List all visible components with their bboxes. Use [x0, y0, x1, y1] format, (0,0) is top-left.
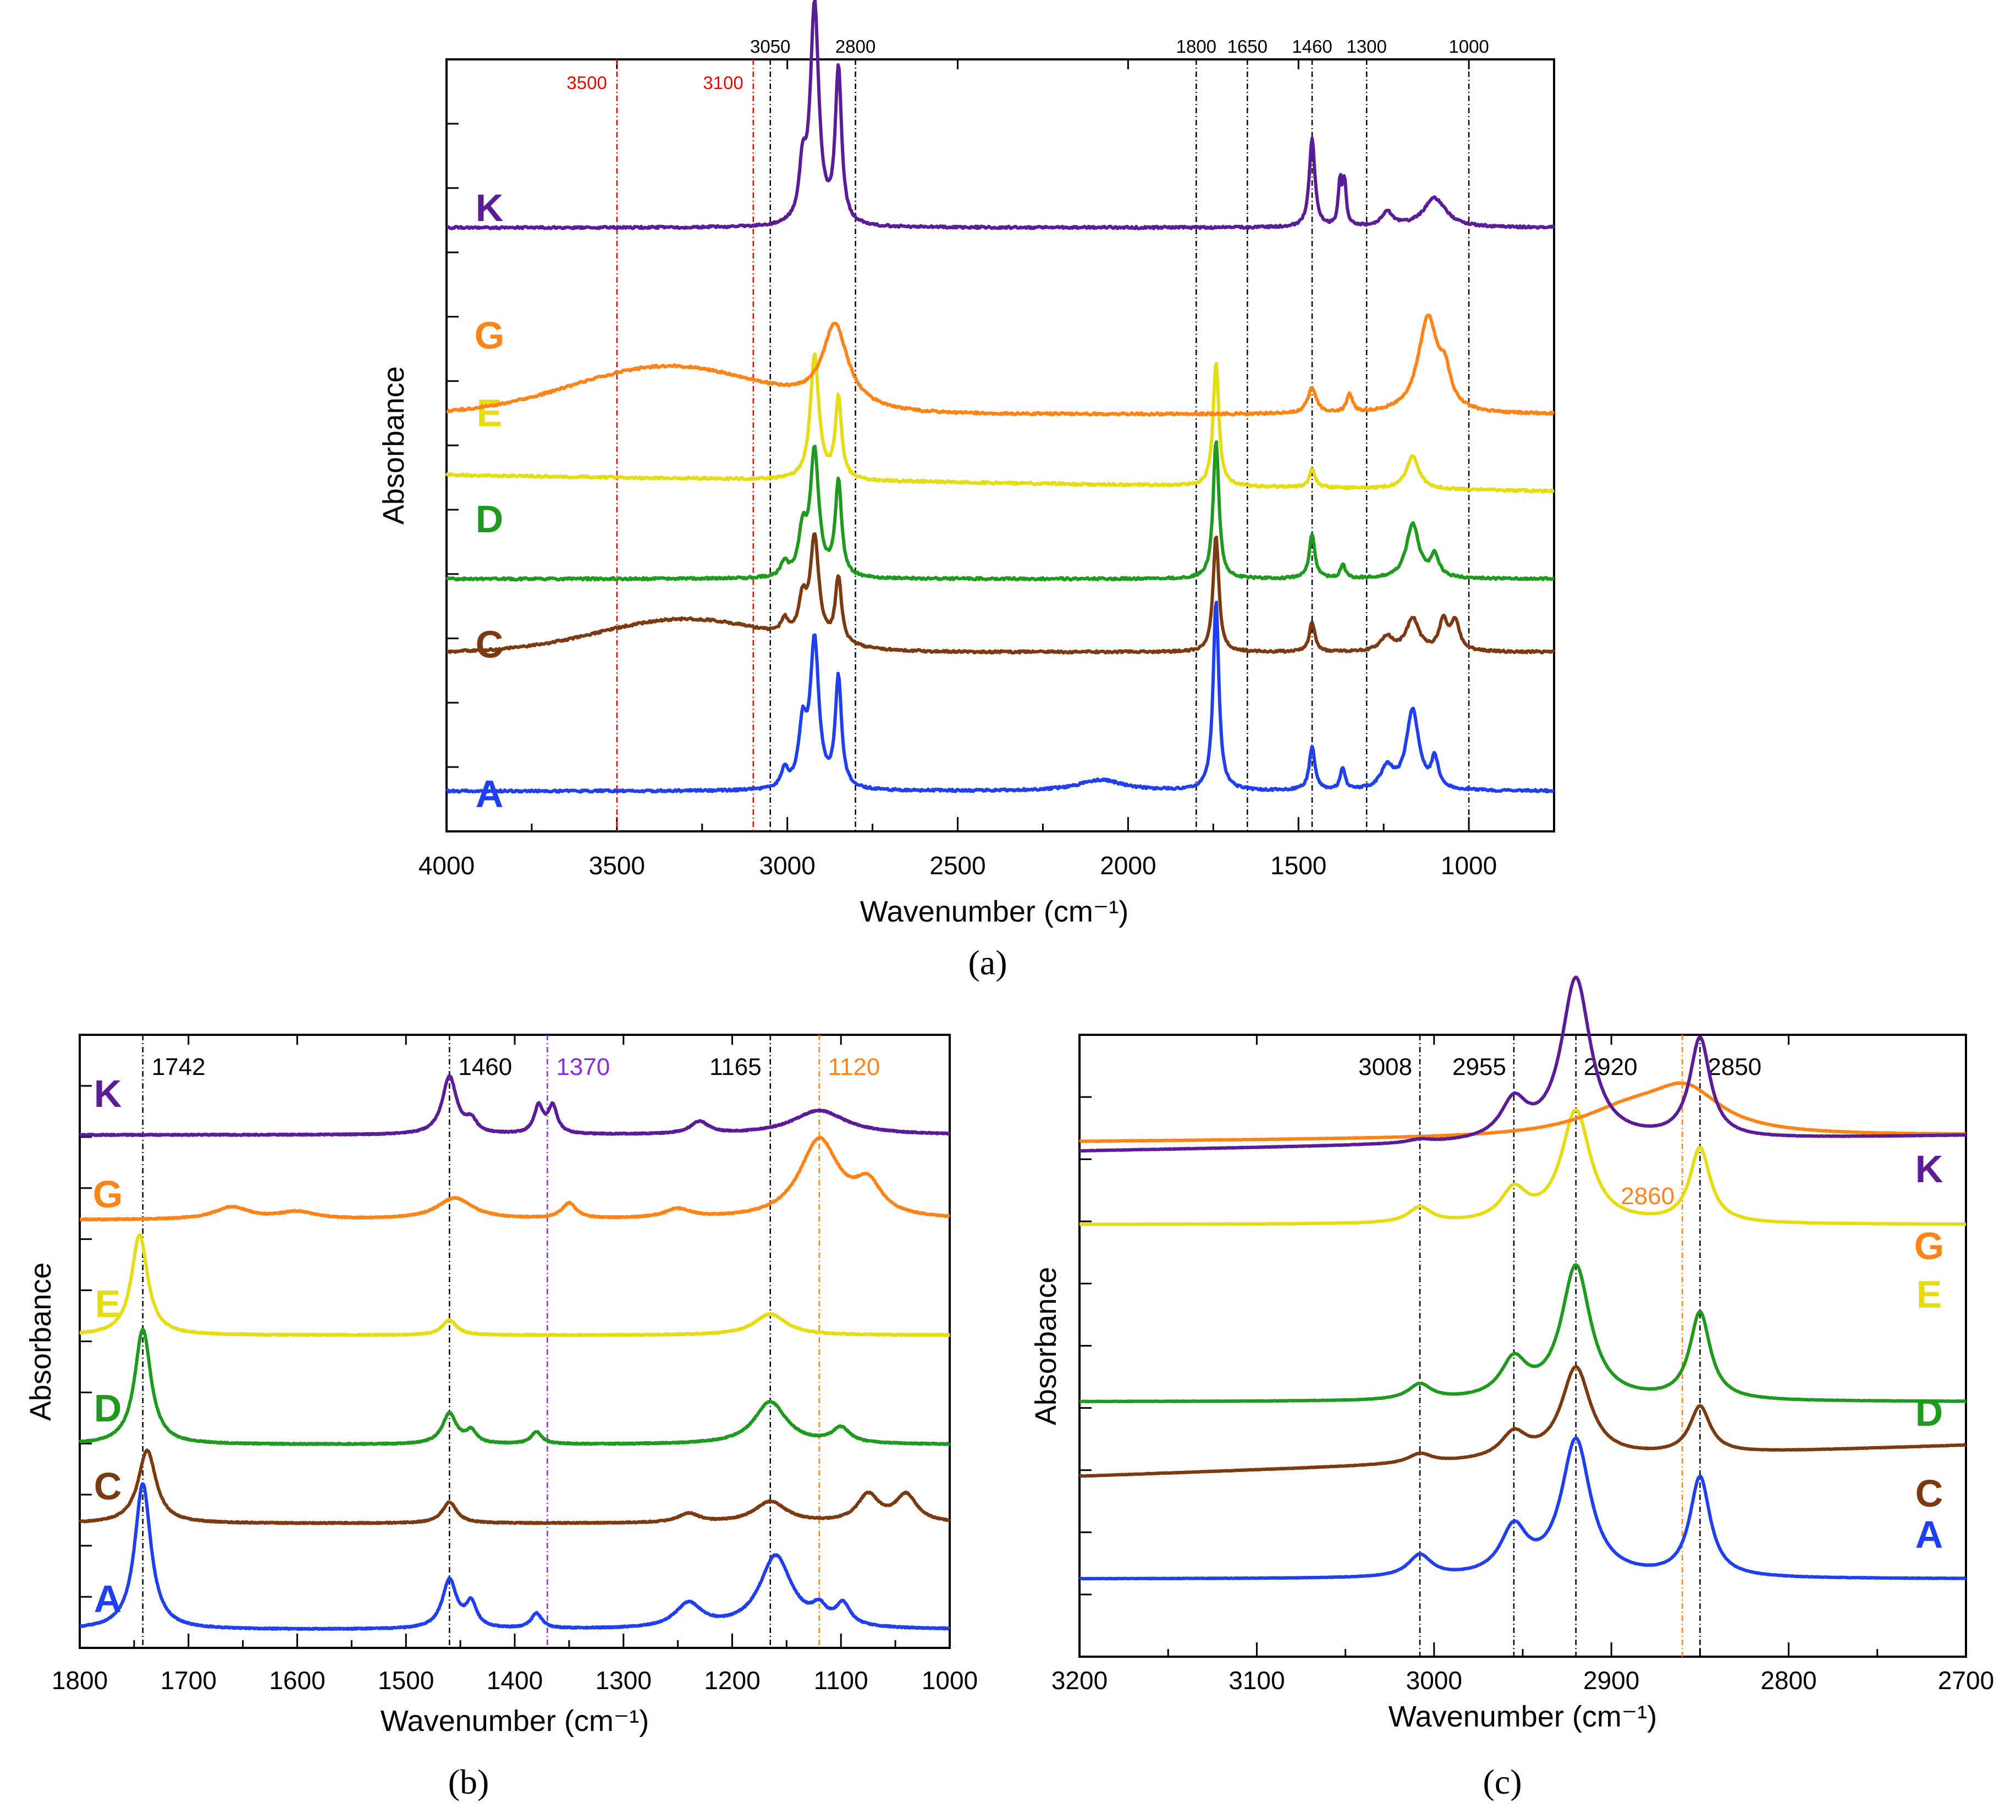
series-label-K: K [94, 1072, 122, 1115]
x-tick-label: 3500 [589, 851, 645, 880]
series-label-D: D [1915, 1391, 1943, 1434]
series-label-D: D [94, 1387, 122, 1430]
x-tick-label: 1000 [922, 1666, 978, 1695]
series-label-A: A [476, 773, 504, 815]
series-line-E [1078, 1108, 1967, 1226]
reference-line-label: 2920 [1584, 1054, 1638, 1080]
series-label-G: G [93, 1173, 123, 1216]
series-line-K [1078, 975, 1967, 1153]
x-tick-label: 4000 [418, 851, 475, 880]
reference-line-label: 1300 [1346, 36, 1386, 57]
x-tick-label: 1500 [378, 1666, 434, 1695]
x-tick-label: 3100 [1229, 1666, 1285, 1695]
panel-a-label: (a) [968, 943, 1007, 982]
reference-line-label: 1800 [1176, 36, 1216, 57]
series-line-C [446, 532, 1556, 655]
x-tick-label: 1800 [52, 1666, 108, 1695]
series-line-K [446, 0, 1556, 230]
series-label-E: E [95, 1282, 121, 1325]
series-line-K [78, 1074, 951, 1137]
series-line-C [1078, 1365, 1967, 1478]
x-tick-label: 1100 [814, 1666, 868, 1695]
series-label-G: G [1914, 1225, 1944, 1267]
series-label-A: A [94, 1578, 122, 1620]
x-tick-label: 1000 [1441, 851, 1497, 880]
reference-line-label: 1165 [709, 1054, 762, 1080]
series-label-C: C [1915, 1472, 1943, 1515]
x-tick-label: 3000 [1406, 1666, 1462, 1695]
reference-line-label: 1000 [1448, 36, 1489, 57]
series-line-C [78, 1448, 951, 1525]
series-label-D: D [476, 498, 504, 541]
series-label-K: K [476, 186, 504, 229]
series-label-C: C [94, 1465, 122, 1508]
series-line-G [1078, 1081, 1967, 1143]
series-line-G [446, 313, 1555, 417]
reference-line-label: 1650 [1227, 36, 1268, 57]
reference-line-label: 1460 [458, 1054, 512, 1080]
x-tick-label: 1300 [596, 1666, 652, 1695]
reference-line-label: 1370 [556, 1054, 610, 1080]
series-line-A [1078, 1436, 1967, 1581]
reference-line-label: 2850 [1707, 1054, 1761, 1080]
x-tick-label: 2800 [1760, 1666, 1816, 1695]
x-tick-label: 2500 [929, 851, 985, 880]
reference-line-label: 3008 [1358, 1054, 1412, 1080]
series-line-E [445, 352, 1555, 494]
x-tick-label: 1200 [704, 1666, 760, 1695]
panel-a-chart: 4000 3500 3000 2500 2000 1500 1000 Wavenumber (… [377, 0, 1556, 928]
x-axis-title: Wavenumber (cm⁻¹) [381, 1705, 649, 1738]
series-label-C: C [476, 623, 504, 666]
series-label-A: A [1915, 1513, 1943, 1556]
y-axis-title: Absorbance [377, 366, 410, 525]
x-tick-label: 3200 [1051, 1666, 1108, 1695]
series-label-K: K [1915, 1148, 1943, 1190]
x-tick-label: 1700 [161, 1666, 217, 1695]
series-line-A [79, 1482, 951, 1631]
reference-line-label: 1460 [1292, 36, 1332, 57]
series-label-G: G [475, 314, 504, 357]
x-tick-label: 1400 [487, 1666, 543, 1695]
reference-line-label: 1120 [828, 1054, 880, 1080]
series-line-D [1078, 1263, 1967, 1404]
x-tick-label: 3000 [759, 851, 816, 880]
y-axis-title: Absorbance [1029, 1267, 1062, 1425]
reference-line-label: 2800 [835, 36, 875, 57]
series-line-G [79, 1135, 951, 1222]
reference-line-label: 3050 [750, 36, 790, 57]
reference-line-label: 2955 [1452, 1054, 1506, 1080]
series-line-A [445, 600, 1555, 794]
reference-line-label: 3500 [566, 73, 607, 93]
x-tick-label: 1500 [1270, 851, 1326, 880]
panel-b-label: (b) [448, 1762, 489, 1801]
x-tick-label: 2700 [1938, 1666, 1994, 1695]
x-axis-title: Wavenumber (cm⁻¹) [860, 895, 1129, 928]
x-axis-title: Wavenumber (cm⁻¹) [1389, 1700, 1657, 1733]
series-label-E: E [1916, 1273, 1942, 1316]
reference-line-label: 2860 [1621, 1183, 1675, 1210]
series-line-D [78, 1328, 951, 1446]
series-label-E: E [477, 391, 503, 434]
x-tick-label: 2900 [1583, 1666, 1639, 1695]
panel-c-chart: 3200 3100 3000 2900 2800 2700 Wavenumber (cm⁻¹… [1029, 975, 1994, 1733]
series-line-E [79, 1233, 951, 1337]
reference-line-label: 3100 [703, 73, 743, 93]
y-axis-title: Absorbance [24, 1262, 57, 1421]
x-tick-label: 1600 [269, 1666, 325, 1695]
x-tick-label: 2000 [1100, 851, 1156, 880]
panel-c-label: (c) [1483, 1762, 1522, 1801]
series-line-D [445, 440, 1555, 582]
reference-line-label: 1742 [152, 1054, 206, 1080]
panel-b-chart: 1800 1700 1600 1500 1400 1300 1200 1100 1000 Wave… [24, 1034, 978, 1738]
